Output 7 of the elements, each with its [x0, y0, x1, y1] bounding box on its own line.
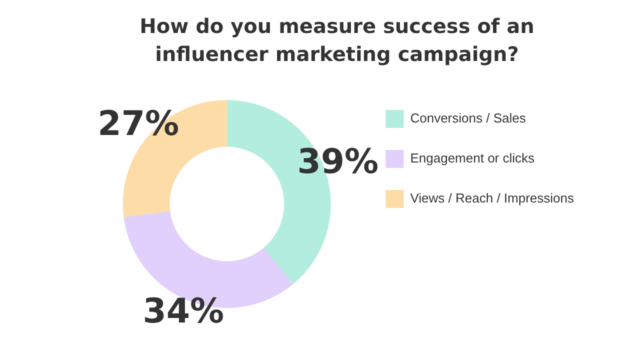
data-label: 34% [142, 292, 224, 332]
data-label: 27% [98, 104, 180, 144]
legend-label: Engagement or clicks [410, 150, 536, 166]
legend-label: Views / Reach / Impressions [410, 190, 574, 206]
legend-label: Conversions / Sales [410, 110, 526, 126]
chart-title: How do you measure success of an influencer marketing campaign? [140, 14, 534, 66]
data-label: 39% [297, 142, 379, 182]
